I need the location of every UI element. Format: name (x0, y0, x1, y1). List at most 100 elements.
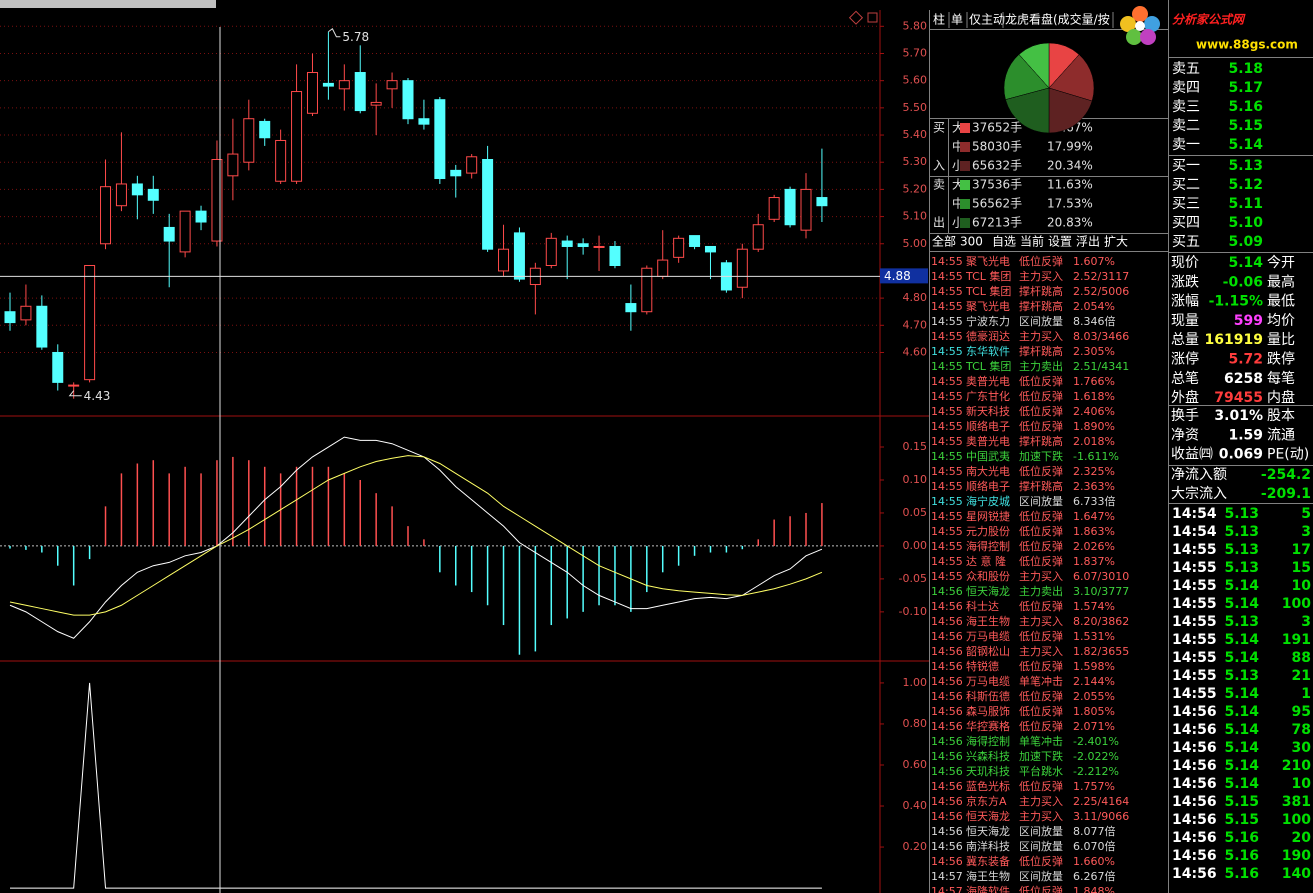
tab[interactable]: 柱 (933, 12, 945, 27)
alert-stock[interactable]: 东华软件 (966, 344, 1010, 358)
stat-label: 现量 (1171, 313, 1199, 329)
alert-stock[interactable]: 特锐德 (966, 659, 999, 673)
alert-stock[interactable]: 京东方A (966, 794, 1007, 808)
alert-time: 14:56 (931, 765, 963, 778)
alert-stock[interactable]: 达 意 隆 (966, 554, 1006, 568)
alert-stock[interactable]: 中国武夷 (966, 450, 1010, 463)
volume-label: 67213手 (972, 216, 1022, 230)
candle-body (259, 120, 271, 139)
stat-value: 5.72 (1228, 352, 1263, 368)
alert-stock[interactable]: 奥普光电 (966, 434, 1010, 448)
toolbar-button[interactable]: 扩大 (1104, 235, 1128, 249)
alert-signal: 撑杆跳高 (1019, 434, 1063, 448)
tick-price: 5.14 (1224, 578, 1259, 594)
y-tick-label: -0.05 (899, 572, 927, 585)
tick-volume: 3 (1301, 524, 1311, 540)
toolbar-button[interactable]: 全部 (932, 234, 956, 249)
alert-stock[interactable]: 天玑科技 (966, 764, 1010, 778)
alert-stock[interactable]: 德豪润达 (966, 329, 1010, 343)
toolbar-button[interactable]: 当前 (1020, 234, 1044, 249)
alert-time: 14:55 (931, 570, 963, 583)
alert-stock[interactable]: 广东甘化 (966, 389, 1010, 403)
alert-value: 8.20/3862 (1073, 615, 1129, 628)
alert-value: 6.070倍 (1073, 839, 1116, 853)
alert-stock[interactable]: 海隆软件 (966, 884, 1010, 893)
stat-value: 5.14 (1228, 255, 1263, 271)
alert-value: 1.647% (1073, 510, 1115, 523)
alert-stock[interactable]: 海得控制 (966, 539, 1010, 553)
toolbar-button[interactable]: 自选 (992, 235, 1016, 249)
alert-stock[interactable]: 星网锐捷 (966, 509, 1010, 523)
alert-stock[interactable]: 华控赛格 (966, 719, 1010, 733)
alert-stock[interactable]: 奥普光电 (966, 374, 1010, 388)
legend-swatch (960, 123, 970, 133)
tab[interactable]: 仅主动 (969, 13, 1005, 27)
tick-time: 14:55 (1172, 668, 1217, 684)
alert-stock[interactable]: TCL 集团 (965, 284, 1011, 298)
alert-stock[interactable]: 恒天海龙 (966, 824, 1010, 838)
toolbar-button[interactable]: 设置 (1048, 235, 1072, 249)
alert-value: 1.757% (1073, 780, 1115, 793)
zoom-icon[interactable] (848, 10, 864, 25)
tick-price: 5.15 (1224, 794, 1259, 810)
tab[interactable]: 龙虎看盘(成交量/按 (1005, 12, 1110, 27)
alert-stock[interactable]: 万马电缆 (966, 630, 1010, 643)
alert-time: 14:55 (931, 465, 963, 478)
y-tick-label: 0.80 (903, 717, 928, 730)
alert-stock[interactable]: 恒天海龙 (966, 584, 1010, 598)
tab[interactable]: 单 (951, 13, 963, 27)
alert-stock[interactable]: 韶钢松山 (966, 644, 1010, 658)
book-price: 5.12 (1228, 177, 1263, 193)
alert-stock[interactable]: 森马服饰 (966, 704, 1010, 718)
alert-stock[interactable]: 南洋科技 (966, 839, 1010, 853)
candle-body (163, 226, 175, 242)
alert-stock[interactable]: 海王生物 (966, 869, 1010, 883)
logo-icon (1120, 6, 1160, 45)
alert-stock[interactable]: 蓝色光标 (966, 779, 1010, 793)
alert-stock[interactable]: 元力股份 (966, 525, 1010, 538)
alert-stock[interactable]: 兴森科技 (966, 749, 1010, 763)
max-pointer (328, 27, 341, 38)
alert-value: 1.890% (1073, 420, 1115, 433)
alert-stock[interactable]: 聚飞光电 (966, 299, 1010, 313)
alert-stock[interactable]: 科斯伍德 (966, 689, 1010, 703)
alert-stock[interactable]: 顺络电子 (966, 419, 1010, 433)
y-tick-label: 5.40 (903, 128, 928, 141)
toolbar-button[interactable]: 300 (960, 235, 983, 249)
alert-stock[interactable]: 万马电缆 (966, 675, 1010, 688)
alert-stock[interactable]: 聚飞光电 (966, 254, 1010, 268)
candle-body (800, 188, 812, 231)
alert-stock[interactable]: 新天科技 (966, 404, 1010, 418)
alert-time: 14:56 (931, 690, 963, 703)
alert-stock[interactable]: 海王生物 (966, 614, 1010, 628)
alert-stock[interactable]: 恒天海龙 (966, 809, 1010, 823)
alert-stock[interactable]: 海宁皮城 (966, 494, 1010, 508)
candle-body (195, 210, 207, 223)
alert-stock[interactable]: 冀东装备 (966, 854, 1010, 868)
alert-signal: 低位反弹 (1019, 629, 1063, 643)
tick-time: 14:56 (1172, 758, 1217, 774)
alert-signal: 区间放量 (1019, 494, 1063, 508)
alert-stock[interactable]: 海得控制 (966, 734, 1010, 748)
min-pointer (68, 390, 82, 397)
window-icon[interactable] (867, 12, 878, 23)
tick-volume: 140 (1282, 866, 1311, 882)
tick-price: 5.14 (1224, 632, 1259, 648)
max-label: 5.78 (342, 30, 369, 44)
alert-stock[interactable]: 南大光电 (966, 464, 1010, 478)
toolbar-button[interactable]: 浮出 (1076, 235, 1100, 249)
alert-signal: 单笔冲击 (1019, 674, 1063, 688)
alert-stock[interactable]: 顺络电子 (966, 479, 1010, 493)
alert-signal: 低位反弹 (1019, 884, 1063, 893)
alert-stock[interactable]: TCL 集团 (965, 269, 1011, 283)
candle-body (768, 197, 780, 220)
price-cursor-box (880, 268, 928, 284)
alert-time: 14:56 (931, 840, 963, 853)
alert-stock[interactable]: 宁波东力 (966, 314, 1010, 328)
alert-value: 2.52/3117 (1073, 270, 1129, 283)
alert-time: 14:56 (931, 705, 963, 718)
alert-stock[interactable]: 科士达 (966, 599, 999, 613)
alert-stock[interactable]: 众和股份 (966, 570, 1010, 583)
alert-stock[interactable]: TCL 集团 (965, 359, 1011, 373)
candle-body (704, 245, 716, 253)
